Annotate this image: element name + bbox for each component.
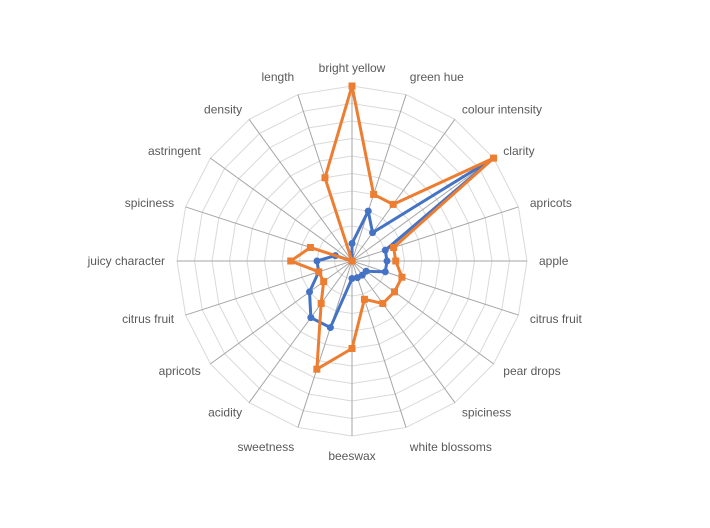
axis-label-19: length — [262, 70, 295, 84]
spoke-2 — [351, 119, 456, 262]
axis-label-4: apricots — [530, 196, 572, 210]
series-1-point-9 — [360, 295, 368, 303]
series-0-point-11 — [326, 324, 334, 332]
series-1-point-16 — [306, 243, 314, 251]
series-group — [287, 82, 498, 373]
spoke-7 — [351, 260, 494, 365]
series-0-point-4 — [381, 246, 389, 254]
spoke-1 — [351, 94, 407, 262]
series-1-point-7 — [390, 288, 398, 296]
series-0-point-2 — [369, 229, 377, 237]
axis-label-0: bright yellow — [319, 61, 386, 75]
axis-label-6: citrus fruit — [530, 312, 583, 326]
axis-label-10: beeswax — [328, 449, 375, 463]
axis-label-15: juicy character — [87, 254, 165, 268]
series-1-point-15 — [287, 257, 295, 265]
series-0-point-6 — [381, 268, 389, 276]
radar-spokes — [177, 86, 527, 436]
axis-label-7: pear drops — [503, 364, 560, 378]
series-1-point-8 — [379, 299, 387, 307]
series-0-point-1 — [364, 207, 372, 215]
spoke-14 — [185, 260, 353, 316]
series-0-point-9 — [353, 274, 361, 282]
series-0-point-0 — [348, 240, 356, 247]
series-1-point-11 — [313, 365, 321, 373]
spoke-6 — [351, 260, 519, 316]
spoke-9 — [351, 260, 407, 428]
series-0-point-15 — [313, 257, 321, 265]
axis-label-12: acidity — [208, 405, 242, 419]
axis-label-9: white blossoms — [409, 440, 492, 454]
spoke-17 — [210, 157, 353, 262]
spoke-13 — [210, 260, 353, 365]
axis-label-14: citrus fruit — [122, 312, 175, 326]
series-1-point-4 — [390, 243, 398, 251]
axis-label-8: spiciness — [462, 405, 511, 419]
series-0-point-12 — [307, 314, 315, 322]
spoke-11 — [297, 260, 353, 428]
spoke-8 — [351, 260, 456, 403]
series-1-point-12 — [317, 299, 325, 307]
axis-label-17: astringent — [148, 144, 201, 158]
series-0-point-5 — [383, 257, 391, 265]
series-1-point-1 — [370, 190, 378, 198]
axis-label-2: colour intensity — [462, 103, 542, 117]
series-1-point-2 — [389, 200, 397, 208]
series-0-point-10 — [348, 275, 356, 282]
spoke-4 — [351, 206, 519, 262]
spoke-18 — [248, 119, 353, 262]
axis-label-5: apple — [539, 254, 569, 268]
series-1-point-18 — [348, 257, 356, 265]
series-1-point-0 — [348, 82, 356, 90]
axis-label-11: sweetness — [238, 440, 295, 454]
axis-label-1: green hue — [410, 70, 464, 84]
series-1-point-6 — [398, 273, 406, 281]
series-1-point-14 — [315, 268, 323, 276]
axis-label-18: density — [204, 103, 242, 117]
spoke-12 — [248, 260, 353, 403]
axis-label-3: clarity — [503, 144, 534, 158]
axis-label-16: spiciness — [125, 196, 174, 210]
axis-labels: bright yellow green hue colour intensity cl… — [87, 61, 583, 463]
series-1-point-3 — [490, 154, 498, 162]
axis-label-13: apricots — [159, 364, 201, 378]
series-0-point-13 — [306, 288, 314, 296]
series-1-point-13 — [320, 278, 328, 286]
series-1-point-10 — [348, 345, 356, 352]
series-1-point-5 — [392, 257, 400, 265]
series-1-point-19 — [321, 174, 329, 182]
spoke-3 — [351, 157, 494, 262]
